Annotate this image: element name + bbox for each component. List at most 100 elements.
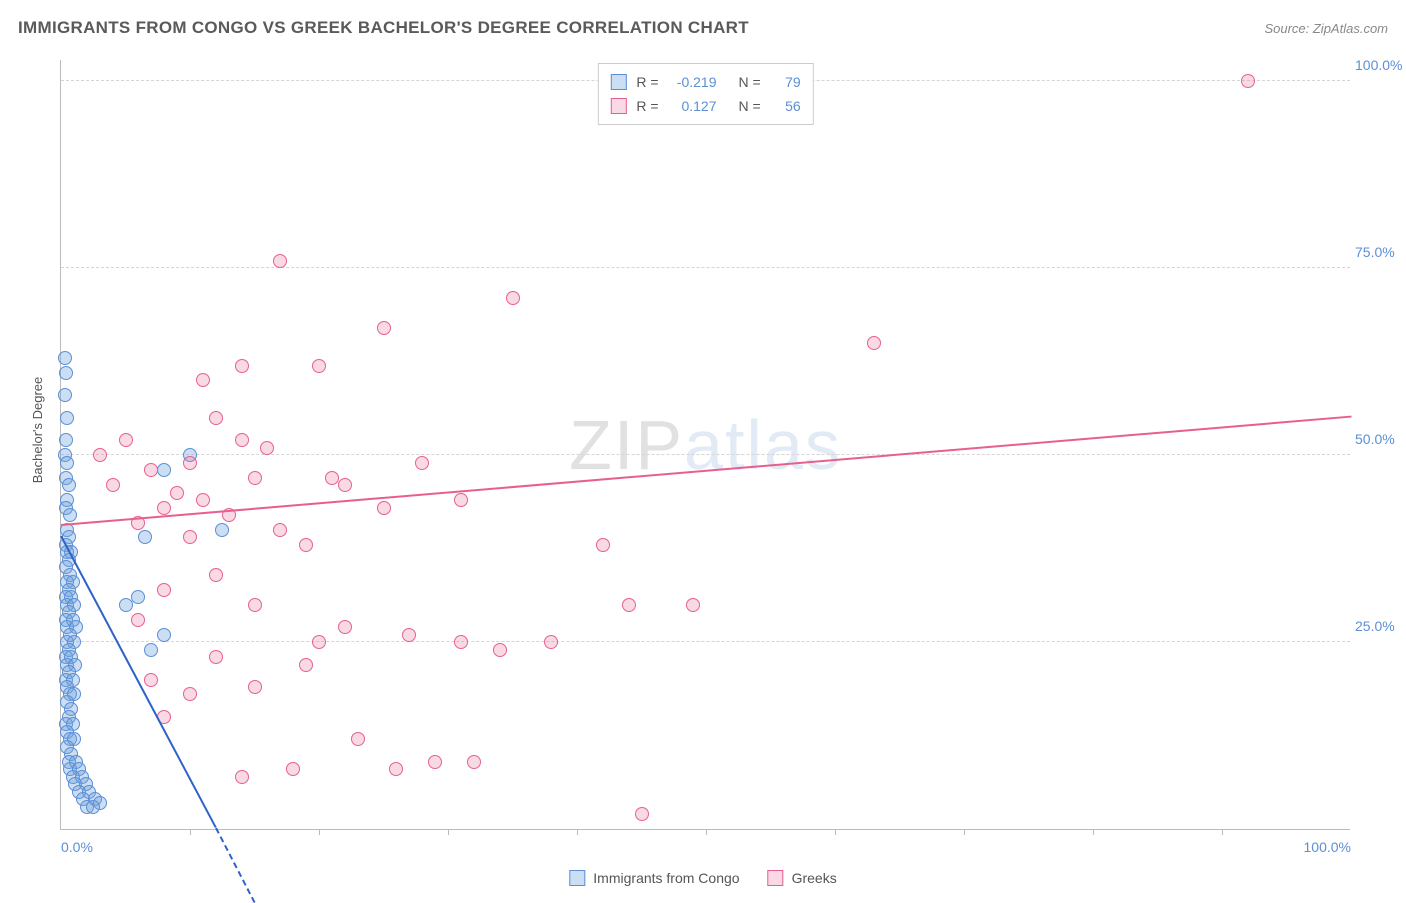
data-point-congo <box>157 463 171 477</box>
data-point-greeks <box>235 770 249 784</box>
data-point-greeks <box>1241 74 1255 88</box>
data-point-congo <box>60 411 74 425</box>
data-point-congo <box>119 598 133 612</box>
data-point-greeks <box>454 635 468 649</box>
swatch-greeks <box>610 98 626 114</box>
legend-label-greeks: Greeks <box>792 870 837 886</box>
data-point-greeks <box>144 673 158 687</box>
r-label: R = <box>636 74 658 90</box>
legend-item-greeks: Greeks <box>768 870 837 886</box>
x-tick <box>190 829 191 835</box>
n-label: N = <box>739 74 761 90</box>
data-point-greeks <box>248 680 262 694</box>
bottom-legend: Immigrants from Congo Greeks <box>569 870 836 886</box>
gridline <box>61 641 1350 642</box>
data-point-greeks <box>209 568 223 582</box>
data-point-greeks <box>286 762 300 776</box>
data-point-greeks <box>402 628 416 642</box>
data-point-greeks <box>596 538 610 552</box>
data-point-greeks <box>544 635 558 649</box>
data-point-greeks <box>312 635 326 649</box>
data-point-congo <box>63 508 77 522</box>
data-point-congo <box>86 800 100 814</box>
data-point-greeks <box>377 501 391 515</box>
data-point-greeks <box>248 471 262 485</box>
data-point-greeks <box>131 613 145 627</box>
data-point-congo <box>131 590 145 604</box>
data-point-greeks <box>119 433 133 447</box>
x-tick <box>1222 829 1223 835</box>
data-point-greeks <box>273 254 287 268</box>
data-point-congo <box>59 433 73 447</box>
data-point-congo <box>157 628 171 642</box>
title-bar: IMMIGRANTS FROM CONGO VS GREEK BACHELOR'… <box>18 18 1388 38</box>
data-point-congo <box>215 523 229 537</box>
n-value-greeks: 56 <box>771 98 801 114</box>
data-point-greeks <box>377 321 391 335</box>
data-point-congo <box>62 478 76 492</box>
data-point-congo <box>60 456 74 470</box>
y-tick-label: 50.0% <box>1355 431 1406 447</box>
x-tick <box>1093 829 1094 835</box>
chart-title: IMMIGRANTS FROM CONGO VS GREEK BACHELOR'… <box>18 18 749 38</box>
data-point-greeks <box>867 336 881 350</box>
data-point-greeks <box>170 486 184 500</box>
data-point-greeks <box>106 478 120 492</box>
data-point-greeks <box>493 643 507 657</box>
data-point-congo <box>144 643 158 657</box>
data-point-greeks <box>183 456 197 470</box>
data-point-greeks <box>351 732 365 746</box>
data-point-greeks <box>235 433 249 447</box>
data-point-greeks <box>686 598 700 612</box>
data-point-greeks <box>506 291 520 305</box>
n-label: N = <box>739 98 761 114</box>
data-point-greeks <box>635 807 649 821</box>
data-point-greeks <box>183 530 197 544</box>
stats-row-congo: R =-0.219N =79 <box>610 70 800 94</box>
data-point-greeks <box>260 441 274 455</box>
gridline <box>61 267 1350 268</box>
data-point-greeks <box>312 359 326 373</box>
source-label: Source: ZipAtlas.com <box>1264 21 1388 36</box>
data-point-greeks <box>157 501 171 515</box>
data-point-greeks <box>93 448 107 462</box>
data-point-greeks <box>273 523 287 537</box>
data-point-congo <box>138 530 152 544</box>
r-label: R = <box>636 98 658 114</box>
legend-item-congo: Immigrants from Congo <box>569 870 739 886</box>
data-point-greeks <box>338 620 352 634</box>
plot-area: ZIPatlas 25.0%50.0%75.0%100.0%0.0%100.0%… <box>60 60 1350 830</box>
y-tick-label: 100.0% <box>1355 57 1406 73</box>
x-tick <box>319 829 320 835</box>
data-point-greeks <box>428 755 442 769</box>
x-tick <box>835 829 836 835</box>
y-tick-label: 25.0% <box>1355 618 1406 634</box>
data-point-greeks <box>454 493 468 507</box>
data-point-greeks <box>183 687 197 701</box>
r-value-congo: -0.219 <box>669 74 717 90</box>
data-point-greeks <box>338 478 352 492</box>
data-point-greeks <box>196 373 210 387</box>
r-value-greeks: 0.127 <box>669 98 717 114</box>
data-point-greeks <box>235 359 249 373</box>
x-tick <box>448 829 449 835</box>
watermark-zip: ZIP <box>569 406 684 484</box>
data-point-greeks <box>144 463 158 477</box>
data-point-greeks <box>157 583 171 597</box>
y-axis-label: Bachelor's Degree <box>30 377 45 484</box>
swatch-congo <box>569 870 585 886</box>
data-point-greeks <box>196 493 210 507</box>
legend-label-congo: Immigrants from Congo <box>593 870 739 886</box>
stats-legend: R =-0.219N =79R =0.127N =56 <box>597 63 813 125</box>
gridline <box>61 454 1350 455</box>
watermark: ZIPatlas <box>569 405 842 485</box>
x-tick <box>577 829 578 835</box>
stats-row-greeks: R = 0.127 N = 56 <box>610 94 800 118</box>
swatch-congo <box>610 74 626 90</box>
data-point-congo <box>58 351 72 365</box>
data-point-greeks <box>299 658 313 672</box>
data-point-greeks <box>299 538 313 552</box>
data-point-congo <box>59 366 73 380</box>
x-tick-label: 100.0% <box>1304 839 1351 855</box>
x-tick-label: 0.0% <box>61 839 93 855</box>
